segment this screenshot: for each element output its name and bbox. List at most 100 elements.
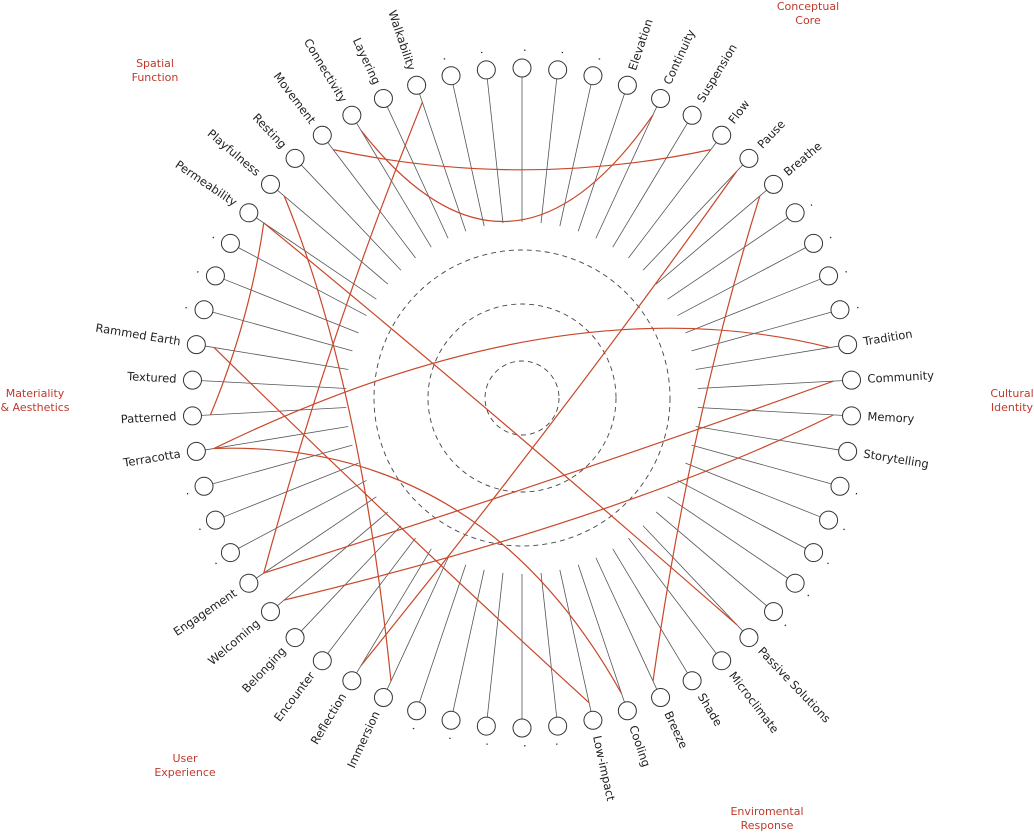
node-label: .: [853, 297, 860, 311]
spoke: [277, 189, 389, 285]
outer-ring: [373, 249, 671, 547]
connection: [360, 114, 654, 223]
spoke: [677, 480, 806, 549]
spoke: [419, 93, 467, 232]
node: [407, 75, 427, 95]
group-label-line: Cultural: [990, 387, 1033, 400]
spoke: [691, 444, 832, 485]
node-label: Flow: [725, 97, 752, 126]
node-label: Layering: [350, 36, 384, 87]
connection: [214, 447, 623, 694]
node: [260, 602, 280, 622]
spoke: [205, 426, 349, 451]
spoke: [212, 444, 353, 485]
node: [739, 148, 759, 168]
spoke: [642, 525, 744, 632]
node-label: Memory: [867, 409, 915, 426]
node-label: .: [515, 744, 529, 748]
guide-circles: [373, 249, 671, 547]
node-label: Immersion: [344, 709, 382, 770]
spoke: [452, 569, 485, 712]
spokes: [201, 77, 843, 719]
group-label-line: & Aesthetics: [0, 401, 69, 414]
spoke: [486, 78, 504, 224]
node: [804, 233, 824, 253]
node: [819, 510, 839, 530]
spoke: [655, 189, 767, 285]
spoke: [386, 557, 449, 690]
spoke: [595, 106, 658, 239]
spoke: [223, 278, 359, 334]
group-label-line: Identity: [991, 401, 1034, 414]
spoke: [212, 311, 353, 352]
node-label: .: [440, 55, 454, 62]
node: [312, 125, 332, 145]
connection: [283, 195, 392, 682]
node-label: .: [782, 616, 794, 629]
node-label: .: [210, 228, 220, 242]
spoke: [559, 84, 592, 227]
group-label: Cultural Identity: [990, 387, 1033, 414]
node-label: Terracotta: [121, 447, 181, 470]
node-label: Microclimate: [726, 669, 782, 736]
spoke: [577, 93, 625, 232]
spoke: [667, 217, 788, 300]
spoke: [677, 247, 806, 316]
connection: [652, 195, 761, 682]
node-label: Playfulness: [205, 126, 264, 179]
node: [764, 602, 784, 622]
spoke: [419, 564, 467, 703]
node-label: .: [552, 50, 566, 55]
node-label: .: [854, 483, 861, 497]
node-label: Welcoming: [205, 616, 262, 668]
spoke: [223, 462, 359, 518]
node: [220, 233, 240, 253]
node-label: Low-impact: [590, 734, 618, 802]
node: [373, 89, 393, 109]
connection: [213, 347, 590, 704]
node-label: .: [183, 297, 190, 311]
spoke: [540, 572, 558, 718]
node: [512, 718, 532, 738]
connection: [213, 327, 831, 450]
node: [682, 105, 702, 125]
node: [260, 174, 280, 194]
spoke: [300, 525, 402, 632]
spoke: [486, 572, 504, 718]
node-label: .: [194, 519, 203, 533]
node: [476, 60, 496, 80]
node-label: Pause: [754, 117, 787, 151]
inner-ring: [484, 360, 560, 436]
node: [220, 543, 240, 563]
spoke: [695, 426, 839, 451]
node: [285, 628, 305, 648]
node-label: .: [825, 553, 835, 567]
node-label: Breeze: [661, 709, 690, 751]
node-label: .: [183, 483, 190, 497]
spoke: [667, 496, 788, 579]
node-label: Rammed Earth: [95, 321, 182, 349]
node-label: .: [589, 55, 603, 62]
spoke: [201, 407, 347, 416]
spoke: [685, 278, 821, 334]
node-label: .: [841, 519, 850, 533]
spoke: [595, 557, 658, 690]
node: [194, 300, 214, 320]
node: [548, 60, 568, 80]
spoke: [697, 380, 843, 389]
spoke: [642, 164, 744, 271]
spoke: [356, 548, 432, 674]
node-label: Community: [867, 368, 934, 386]
spoke: [201, 380, 347, 389]
node-label: Elevation: [625, 17, 655, 72]
group-label-line: Experience: [154, 766, 216, 779]
spoke: [256, 217, 377, 300]
node: [312, 651, 332, 671]
node-label: Patterned: [120, 409, 176, 426]
spoke: [691, 311, 832, 352]
connection: [263, 102, 423, 574]
spoke: [559, 569, 592, 712]
spoke: [327, 142, 416, 259]
node-label: Textured: [126, 369, 177, 386]
